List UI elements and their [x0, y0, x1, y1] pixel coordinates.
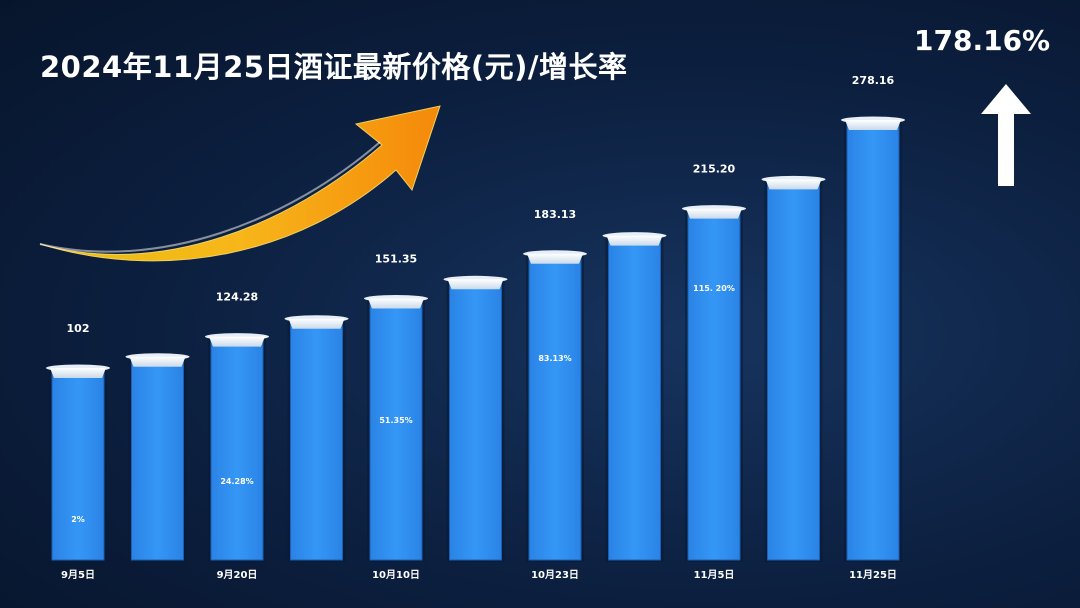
bar — [290, 320, 343, 561]
bar-cap — [50, 368, 106, 378]
bar — [767, 180, 820, 561]
chart-title: 2024年11月25日酒证最新价格(元)/增长率 — [40, 50, 628, 84]
growth-up-arrow-icon — [981, 84, 1031, 186]
category-label: 10月23日 — [531, 569, 579, 581]
value-label: 183.13 — [534, 208, 576, 221]
bar — [687, 210, 741, 561]
bar-cap — [765, 179, 822, 190]
bar-cap — [845, 120, 901, 130]
category-label: 11月5日 — [694, 569, 735, 581]
bar — [131, 358, 184, 561]
bar-cap — [368, 298, 424, 309]
category-label: 10月10日 — [372, 569, 420, 581]
value-label: 278.16 — [852, 74, 895, 87]
category-label: 11月25日 — [849, 569, 897, 581]
value-label: 124.28 — [216, 291, 258, 304]
pct-label: 24.28% — [220, 477, 253, 486]
bar-cap — [447, 279, 504, 290]
category-label: 9月5日 — [61, 569, 95, 581]
pct-label: 2% — [71, 515, 85, 524]
bar-cap — [288, 318, 345, 329]
bar — [369, 300, 423, 561]
bar-cap — [606, 235, 663, 246]
value-label: 215.20 — [693, 163, 736, 176]
bar — [846, 121, 900, 561]
bars-group: 102 2% 9月5日 124.28 24.28% 9月20日 151.35 51.35% 10… — [46, 74, 905, 581]
bar-cap — [527, 253, 583, 264]
value-label: 151.35 — [375, 253, 417, 266]
bar-cap — [686, 208, 742, 219]
bar-cap — [129, 356, 186, 367]
bar — [608, 237, 661, 561]
bar — [528, 255, 582, 561]
bar — [210, 338, 264, 561]
pct-label: 51.35% — [379, 416, 412, 425]
bar-cap — [209, 336, 265, 347]
headline-growth: 178.16% — [914, 24, 1051, 57]
bar — [51, 369, 105, 561]
category-label: 9月20日 — [217, 569, 258, 581]
value-label: 102 — [67, 322, 90, 335]
pct-label: 83.13% — [538, 354, 571, 363]
bar — [449, 280, 502, 561]
pct-label: 115. 20% — [693, 284, 735, 293]
trend-arrow-icon — [39, 105, 441, 262]
